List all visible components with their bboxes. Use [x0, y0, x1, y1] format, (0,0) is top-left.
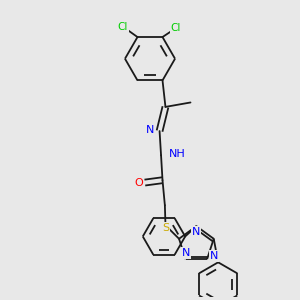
- Text: N: N: [146, 124, 154, 135]
- Text: N: N: [192, 227, 200, 237]
- Text: Cl: Cl: [118, 22, 128, 32]
- Text: Cl: Cl: [171, 23, 181, 33]
- Text: N: N: [209, 251, 218, 261]
- Text: NH: NH: [169, 149, 186, 159]
- Text: S: S: [162, 223, 169, 233]
- Text: N: N: [182, 248, 190, 258]
- Text: O: O: [135, 178, 143, 188]
